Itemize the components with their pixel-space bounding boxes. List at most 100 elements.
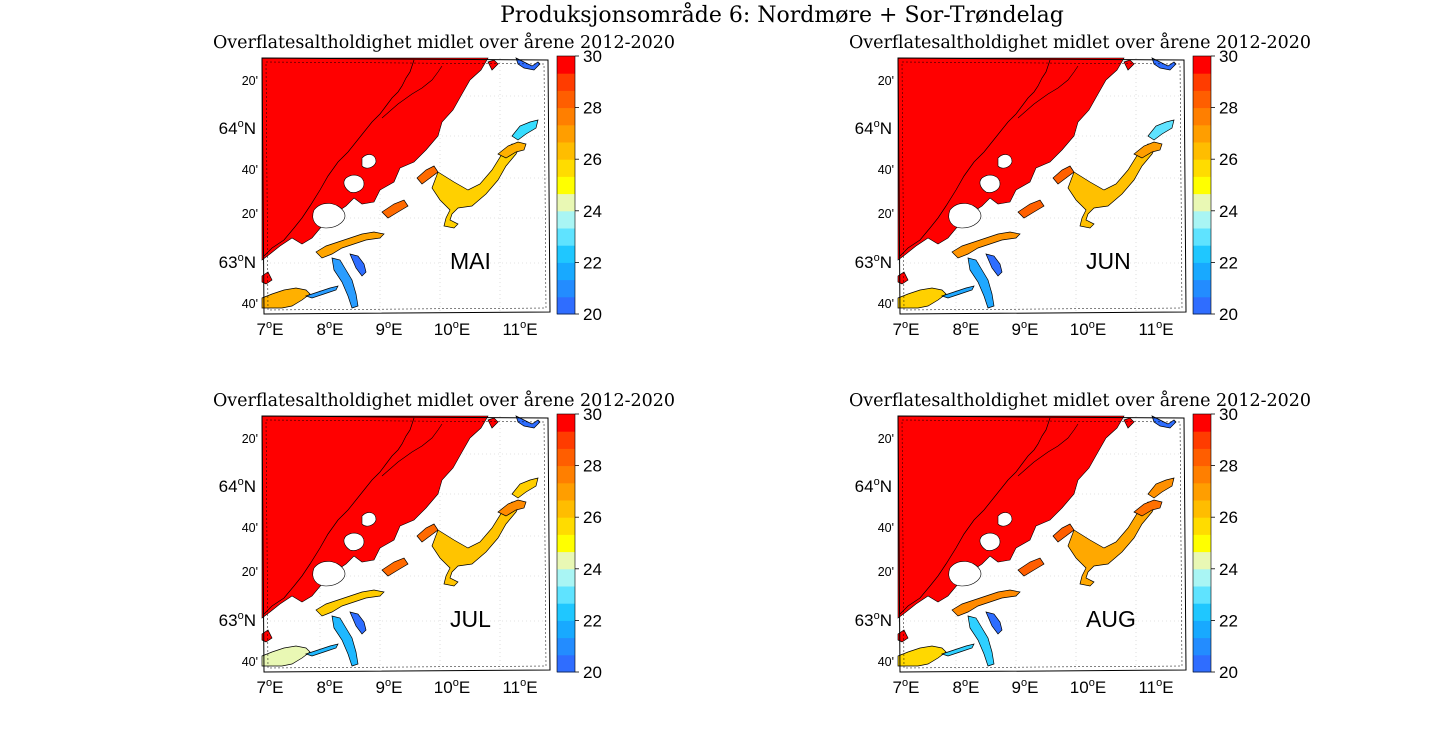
colorbar-tick-label: 20 [583, 305, 602, 324]
colorbar-segment [1193, 107, 1211, 126]
colorbar-segment [557, 482, 575, 501]
colorbar-segment [1193, 551, 1211, 570]
figure-title: Produksjonsområde 6: Nordmøre + Sor-Trøn… [500, 1, 1064, 28]
south-fjord [951, 589, 1021, 617]
colorbar-segment [1193, 210, 1211, 229]
island [312, 561, 346, 587]
inner-fjord-head [511, 477, 539, 499]
longitude-tick-label: 7oE [257, 677, 284, 697]
colorbar: 30 28 26 24 22 20 [1192, 47, 1238, 324]
south-fjord-branch [985, 253, 1003, 277]
longitude-tick-label: 10oE [434, 677, 470, 697]
map-frame-inner [901, 419, 1183, 669]
colorbar-segment [557, 262, 575, 281]
colorbar-segment [557, 193, 575, 212]
colorbar-segment [557, 414, 575, 432]
longitude-tick-label: 9oE [376, 677, 403, 697]
island [361, 512, 377, 527]
map-area: AUG 20' 64oN 40' 20' 63oN 40' 7oE 8oE 9oE 10oE 11oE [855, 415, 1187, 697]
colorbar-tick-label: 26 [583, 150, 602, 169]
boundary-line [899, 59, 1051, 257]
south-fjord-branch [349, 611, 367, 635]
colorbar-frame [556, 413, 576, 673]
colorbar-tick-label: 26 [1219, 150, 1238, 169]
south-fjord-branch [349, 253, 367, 277]
colorbar-tick-label: 28 [583, 99, 602, 118]
longitude-tick-label: 10oE [1070, 319, 1106, 339]
map-area: MAI 20' 64oN 40' 20' 63oN 40' 7oE 8oE 9oE 10oE 11oE [219, 57, 551, 339]
colorbar-tick-label: 26 [583, 508, 602, 527]
longitude-tick-label: 8oE [953, 677, 980, 697]
latitude-tick-label: 20' [242, 432, 258, 446]
colorbar-segment [1193, 431, 1211, 449]
colorbar-segment [557, 279, 575, 298]
inner-fjord-head [1147, 119, 1175, 141]
colorbar-tick-label: 30 [1219, 47, 1238, 66]
colorbar-tick-label: 22 [583, 253, 602, 272]
boundary-line [263, 417, 415, 615]
colorbar-segment [1193, 262, 1211, 281]
latitude-tick-label: 20' [878, 74, 894, 88]
map-frame-inner [265, 419, 547, 669]
panel-title: Overflatesaltholdighet midlet over årene… [213, 33, 675, 53]
colorbar-segment [1193, 654, 1211, 673]
month-label: MAI [450, 248, 491, 274]
northeast-sea [487, 59, 499, 71]
colorbar-segment [557, 654, 575, 673]
trondheimsfjord-inner [1067, 143, 1157, 229]
colorbar-segment [557, 210, 575, 229]
colorbar-segment [557, 517, 575, 535]
longitude-tick-label: 11oE [1138, 677, 1173, 697]
boundary-line [899, 417, 1051, 615]
latitude-tick-label: 20' [878, 432, 894, 446]
longitude-tick-label: 7oE [257, 319, 284, 339]
longitude-tick-label: 11oE [1138, 319, 1173, 339]
map-area: JUN 20' 64oN 40' 20' 63oN 40' 7oE 8oE 9oE 10oE 11oE [855, 57, 1187, 339]
colorbar-segment [1193, 176, 1211, 195]
northeast-fjord [1151, 57, 1177, 71]
colorbar-frame [1192, 413, 1212, 673]
colorbar-tick-label: 30 [583, 405, 602, 424]
latitude-tick-label: 64oN [855, 118, 892, 138]
map-frame [261, 415, 551, 673]
southwest-coast-water [261, 645, 311, 667]
longitude-tick-label: 10oE [434, 319, 470, 339]
northeast-fjord [515, 415, 541, 429]
south-fjord-branch [331, 257, 359, 309]
trondheimsfjord-inner [1067, 501, 1157, 587]
island [343, 174, 365, 193]
southwest-coast-water [897, 645, 947, 667]
colorbar-tick-label: 28 [1219, 457, 1238, 476]
latitude-tick-label: 40' [878, 655, 894, 669]
latitude-tick-label: 20' [242, 74, 258, 88]
latitude-tick-label: 20' [878, 565, 894, 579]
longitude-tick-label: 9oE [376, 319, 403, 339]
colorbar-segment [557, 296, 575, 315]
boundary-line [381, 423, 443, 477]
longitude-tick-label: 9oE [1012, 677, 1039, 697]
south-fjord [315, 589, 385, 617]
colorbar-segment [557, 245, 575, 263]
southwest-sea [897, 629, 909, 643]
colorbar-segment [1193, 90, 1211, 109]
latitude-tick-label: 64oN [855, 476, 892, 496]
southwest-channel [304, 643, 339, 657]
colorbar-segment [557, 568, 575, 587]
colorbar-segment [1193, 534, 1211, 553]
latitude-tick-label: 63oN [219, 252, 256, 272]
colorbar-segment [557, 124, 575, 143]
month-label: AUG [1086, 606, 1136, 632]
colorbar-segment [557, 90, 575, 109]
colorbar-tick-label: 20 [583, 663, 602, 682]
map-frame-inner [901, 61, 1183, 311]
colorbar-segment [557, 56, 575, 74]
colorbar-segment [1193, 482, 1211, 501]
southwest-channel [940, 285, 975, 299]
colorbar-segment [1193, 448, 1211, 467]
colorbar: 30 28 26 24 22 20 [556, 405, 602, 682]
south-fjord-branch [985, 611, 1003, 635]
map-frame [261, 57, 551, 315]
colorbar-segment [557, 551, 575, 570]
colorbar-segment [557, 448, 575, 467]
colorbar-tick-label: 24 [583, 202, 602, 221]
